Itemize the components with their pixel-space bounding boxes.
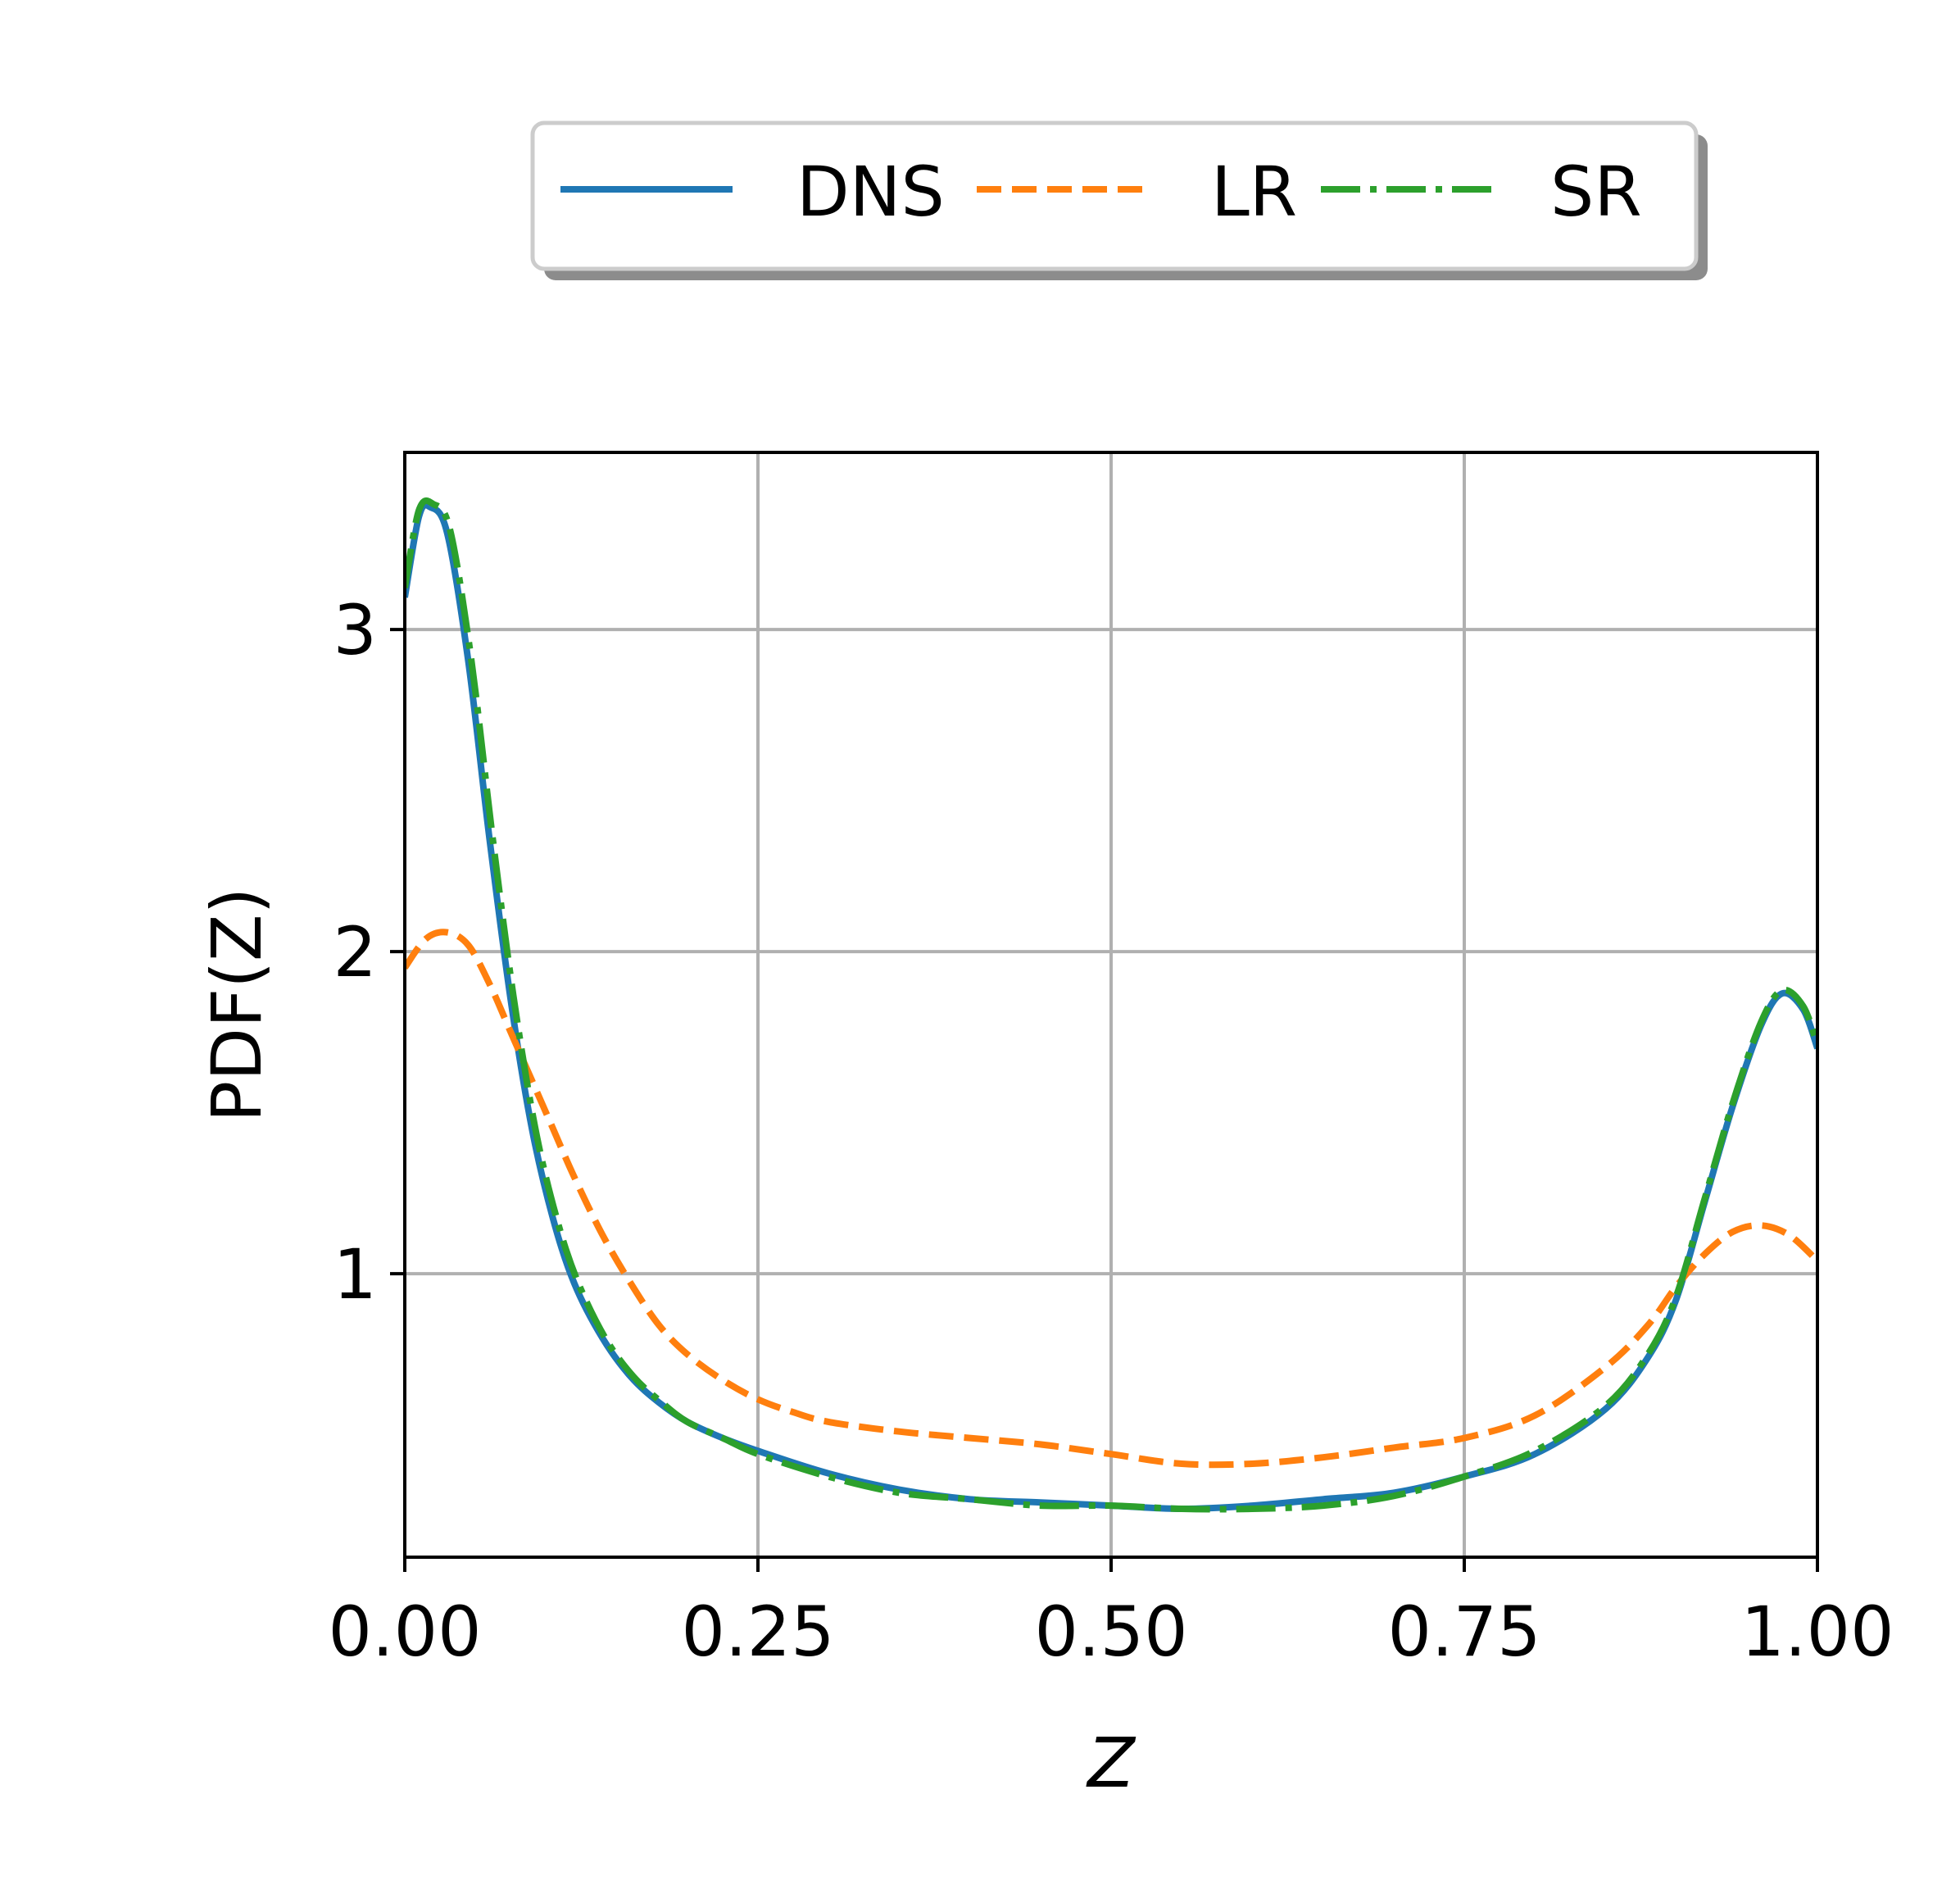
ticks: 0.00 0.25 0.50 0.75 1.00 1 2 3 [328, 590, 1894, 1672]
x-tick-label: 0.25 [681, 1592, 834, 1672]
x-tick-label: 1.00 [1740, 1592, 1894, 1672]
series-line-lr [405, 929, 1817, 1469]
legend-label-sr: SR [1550, 152, 1642, 232]
legend-label-lr: LR [1211, 152, 1297, 232]
series-layer [405, 497, 1817, 1513]
legend: DNS LR SR [530, 120, 1708, 280]
plot-area: 0.00 0.25 0.50 0.75 1.00 1 2 3 [328, 451, 1894, 1672]
x-tick-label: 0.75 [1387, 1592, 1540, 1672]
y-tick-label: 2 [333, 912, 377, 992]
y-tick-label: 3 [333, 590, 377, 670]
legend-frame [530, 120, 1699, 271]
x-axis-label: Z [1086, 1723, 1137, 1803]
series-line-sr [405, 497, 1817, 1513]
legend-label-dns: DNS [796, 152, 945, 232]
y-tick-label: 1 [333, 1234, 377, 1315]
x-tick-label: 0.00 [328, 1592, 481, 1672]
y-axis-label: PDF(Z) [197, 888, 277, 1123]
x-tick-label: 0.50 [1034, 1592, 1187, 1672]
